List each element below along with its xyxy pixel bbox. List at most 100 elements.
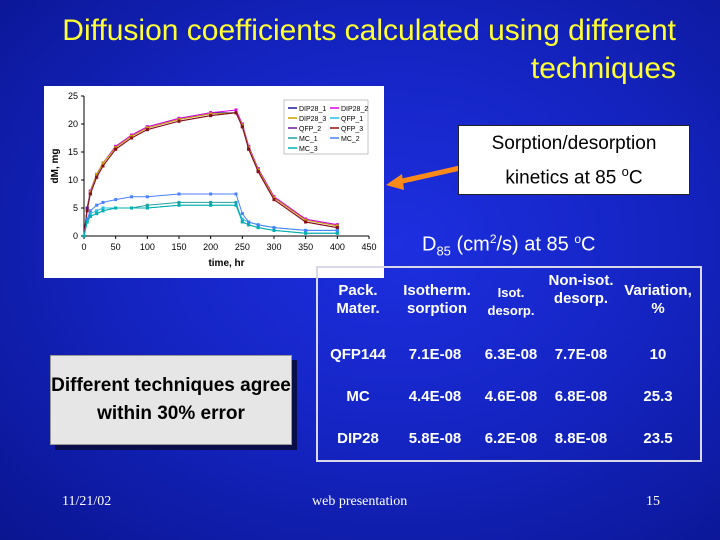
y-tick-label: 20 (68, 119, 78, 129)
data-point (272, 228, 276, 232)
data-point (256, 170, 260, 174)
series-line (83, 201, 338, 237)
data-point (256, 223, 260, 227)
data-point (335, 231, 339, 235)
x-tick-label: 50 (111, 242, 121, 252)
diffusion-table: Pack. Mater. Isotherm. sorption Isot. de… (316, 266, 702, 462)
table-cell-value: 7.7E-08 (554, 346, 608, 363)
d85-heading: D85 (cm2/s) at 85 oC (422, 232, 595, 259)
data-point (177, 118, 181, 122)
data-point (101, 206, 105, 210)
data-point (114, 198, 118, 202)
callout-arrow (386, 165, 461, 190)
table-cell-value: 8.8E-08 (554, 430, 608, 447)
data-point (88, 212, 92, 216)
x-tick-label: 300 (266, 242, 281, 252)
data-point (272, 196, 276, 200)
table-header-variation: Variation, % (624, 282, 692, 317)
kinetics-callout: Sorption/desorption kinetics at 85 oC (458, 125, 690, 195)
table-header-isot-desorp: Isot. desorp. (487, 285, 535, 318)
d85-subscript: 85 (436, 243, 451, 259)
table-cell-value: 6.8E-08 (554, 388, 608, 405)
data-point (304, 231, 308, 235)
data-point (240, 220, 244, 224)
data-point (114, 206, 118, 210)
y-tick-label: 15 (68, 147, 78, 157)
data-point (272, 198, 276, 202)
data-point (101, 164, 105, 168)
data-point (114, 147, 118, 151)
data-point (101, 161, 105, 165)
series-line (83, 204, 338, 237)
data-point (209, 203, 213, 207)
table-cell-material: DIP28 (337, 430, 379, 447)
legend-box (283, 99, 369, 155)
table-cell-variation: 10 (649, 346, 667, 363)
kinetics-chart: 0 50 100 150 200 250 300 350 400 450 0 5 10 15 20 25 tim… (44, 86, 384, 278)
table-cell-value: 5.8E-08 (408, 430, 462, 447)
data-point (95, 175, 99, 179)
slide-title: Diffusion coefficients calculated using … (62, 14, 676, 85)
kinetics-callout-degree: o (621, 164, 629, 179)
data-point (95, 172, 99, 176)
data-point (88, 192, 92, 196)
table-header-isotherm-sorption: Isotherm. sorption (403, 282, 471, 317)
data-point (177, 203, 181, 207)
legend-label: MC_2 (341, 136, 360, 143)
table-cell-value: 7.1E-08 (408, 346, 462, 363)
x-tick-label: 350 (298, 242, 313, 252)
data-point (240, 123, 244, 127)
data-point (145, 128, 149, 132)
agreement-note-text: Different techniques agree within 30% er… (51, 375, 291, 424)
data-point (234, 203, 238, 207)
data-point (85, 209, 89, 213)
data-point (335, 228, 339, 232)
data-point (234, 200, 238, 204)
x-tick-label: 450 (361, 242, 376, 252)
data-point (145, 203, 149, 207)
table-cell-value: 4.4E-08 (408, 388, 462, 405)
data-point (234, 111, 238, 115)
x-tick-label: 250 (235, 242, 250, 252)
table-header-packing: Pack. Mater. (336, 282, 380, 317)
data-point (247, 147, 251, 151)
data-point (177, 200, 181, 204)
table-cell-material: MC (346, 388, 370, 405)
x-axis-label: time, hr (208, 258, 244, 269)
x-tick-label: 200 (203, 242, 218, 252)
data-point (272, 226, 276, 230)
data-point (95, 203, 99, 207)
legend-label: QFP_1 (341, 116, 363, 123)
data-point (247, 220, 251, 224)
data-point (256, 226, 260, 230)
data-point (304, 228, 308, 232)
table-cell-variation: 23.5 (643, 430, 673, 447)
kinetics-callout-text: Sorption/desorption kinetics at 85 (491, 133, 657, 189)
data-point (240, 212, 244, 216)
footer-date: 11/21/02 (62, 494, 112, 509)
data-point (234, 108, 238, 112)
data-point (209, 114, 213, 118)
data-point (177, 119, 181, 123)
data-point (101, 200, 105, 204)
legend-label: DIP28_1 (299, 106, 326, 113)
data-point (335, 224, 339, 228)
data-point (88, 214, 92, 218)
y-tick-label: 5 (73, 203, 78, 213)
kinetics-callout-unit: C (628, 167, 643, 189)
data-point (82, 234, 86, 238)
data-point (256, 168, 260, 172)
table-cell-material: QFP144 (330, 346, 386, 363)
d85-unit: (cm (450, 233, 490, 256)
data-point (85, 220, 89, 224)
data-point (240, 217, 244, 221)
data-point (177, 192, 181, 196)
y-tick-label: 10 (68, 175, 78, 185)
data-point (304, 218, 308, 222)
d85-temp: /s) at 85 (496, 233, 575, 256)
x-tick-label: 100 (140, 242, 155, 252)
y-tick-label: 25 (68, 91, 78, 101)
x-tick-label: 400 (330, 242, 345, 252)
d85-degree: o (574, 232, 581, 246)
data-point (95, 212, 99, 216)
